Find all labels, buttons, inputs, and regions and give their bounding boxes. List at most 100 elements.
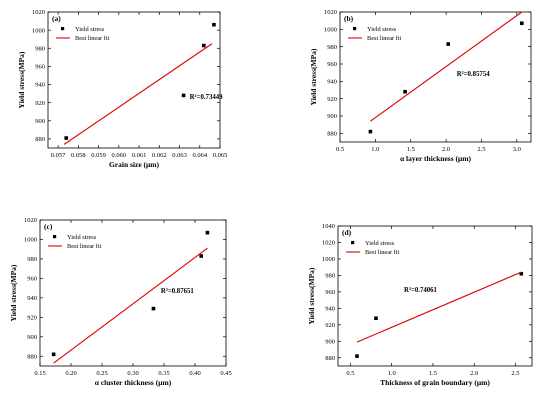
plot-frame — [337, 225, 533, 367]
y-tick-label: 880 — [325, 355, 335, 362]
panel-label: (c) — [44, 222, 53, 231]
x-tick-label: 2.5 — [477, 146, 485, 153]
data-point — [520, 21, 524, 26]
y-tick-label: 980 — [35, 45, 45, 52]
y-tick-label: 980 — [27, 256, 37, 263]
y-tick-label: 900 — [27, 334, 37, 341]
y-tick-label: 960 — [327, 61, 337, 68]
chart-panel-c: 0.15 0.20 0.25 0.30 0.35 0.40 0.45 880 900 920 940… — [9, 217, 232, 387]
x-tick-label: 0.35 — [158, 370, 169, 377]
data-point — [374, 316, 378, 321]
y-tick-label: 880 — [327, 131, 337, 138]
legend-swatch-point — [351, 241, 355, 245]
y-tick-label: 880 — [35, 136, 45, 143]
y-tick-label: 960 — [325, 289, 335, 296]
plot-frame — [339, 11, 532, 143]
y-tick-label: 1000 — [322, 256, 335, 263]
y-tick-label: 960 — [27, 276, 37, 283]
legend-entry: Best linear fit — [67, 243, 102, 250]
x-tick-label: 0.45 — [220, 370, 231, 377]
y-tick-label: 940 — [325, 306, 335, 313]
y-tick-label: 920 — [325, 322, 335, 329]
data-point — [368, 129, 373, 134]
y-axis-label: Yield stress(MPa) — [9, 264, 18, 321]
data-point — [212, 22, 216, 27]
chart-panel-a: 0.057 0.058 0.059 0.060 0.061 0.062 0.063 0.064… — [17, 9, 227, 169]
y-tick-label: 1020 — [32, 9, 45, 16]
legend-entry: Best linear fit — [365, 249, 400, 256]
panel-label: (d) — [342, 228, 352, 237]
y-tick-label: 980 — [325, 273, 335, 280]
data-point — [355, 354, 359, 358]
y-tick-label: 1020 — [322, 240, 335, 247]
chart-panel-b: 0.5 1.0 1.5 2.0 2.5 3.0 880 900 920 940 960 980 1000… — [309, 9, 532, 163]
x-tick-label: 1.0 — [371, 146, 379, 153]
y-tick-label: 900 — [327, 113, 337, 120]
x-axis-label: Thickness of grain boundary (μm) — [380, 378, 490, 387]
y-tick-label: 1000 — [32, 27, 45, 34]
y-tick-label: 940 — [35, 82, 45, 89]
legend-entry: Best linear fit — [75, 35, 110, 42]
y-tick-label: 1040 — [322, 223, 335, 230]
x-tick-label: 2.0 — [442, 146, 450, 153]
x-tick-label: 0.062 — [152, 152, 167, 159]
legend-swatch-point — [353, 27, 357, 31]
x-tick-label: 0.15 — [34, 370, 45, 377]
plot-frame — [39, 219, 227, 367]
data-point — [202, 43, 206, 48]
y-tick-label: 960 — [35, 64, 45, 71]
x-tick-label: 0.058 — [71, 152, 86, 159]
fit-line — [370, 11, 523, 122]
y-tick-label: 940 — [27, 295, 37, 302]
y-axis-label: Yield stress(MPa) — [309, 48, 318, 105]
x-axis-label: Grain size (μm) — [109, 160, 160, 169]
chart-panel-d: 0.5 1.0 1.5 2.0 2.5 880 900 920 940 960 980 1000 102… — [307, 223, 533, 387]
r-squared-annotation: R²=0.87651 — [161, 288, 195, 295]
data-point — [51, 352, 56, 357]
legend-swatch-point — [61, 27, 65, 31]
y-tick-label: 1020 — [24, 217, 37, 224]
y-tick-label: 900 — [325, 338, 335, 345]
fit-line — [63, 43, 213, 145]
legend-swatch-point — [53, 235, 57, 239]
y-axis-label: Yield stress(MPa) — [307, 267, 316, 324]
x-tick-label: 0.40 — [189, 370, 200, 377]
x-tick-label: 0.059 — [91, 152, 106, 159]
x-tick-label: 2.0 — [470, 370, 478, 377]
x-tick-label: 0.061 — [132, 152, 147, 159]
x-tick-label: 2.5 — [511, 370, 519, 377]
r-squared-annotation: R²=0.74061 — [404, 287, 438, 294]
x-tick-label: 0.5 — [336, 146, 344, 153]
y-tick-label: 880 — [27, 353, 37, 360]
x-tick-label: 0.065 — [213, 152, 228, 159]
data-point — [205, 230, 210, 235]
legend-entry: Yield stress — [365, 240, 395, 247]
y-tick-label: 900 — [35, 118, 45, 125]
data-point — [64, 136, 69, 140]
data-point — [199, 254, 203, 258]
r-squared-annotation: R²=0.85754 — [457, 71, 491, 78]
r-squared-annotation: R²=0.73449 — [190, 94, 224, 101]
data-point — [446, 42, 451, 46]
legend-entry: Best linear fit — [367, 35, 402, 42]
y-axis-label: Yield stress(MPa) — [17, 51, 26, 108]
data-point — [181, 93, 186, 98]
y-tick-label: 1000 — [24, 237, 37, 244]
panel-label: (a) — [52, 14, 61, 23]
x-axis-label: α cluster thickness (μm) — [95, 378, 172, 387]
y-tick-label: 940 — [327, 79, 337, 86]
y-tick-label: 920 — [35, 100, 45, 107]
x-tick-label: 0.30 — [127, 370, 138, 377]
x-tick-label: 3.0 — [513, 146, 521, 153]
x-tick-label: 0.25 — [96, 370, 107, 377]
x-tick-label: 0.20 — [65, 370, 76, 377]
data-point — [403, 89, 407, 94]
legend-entry: Yield stress — [67, 234, 97, 241]
x-tick-label: 1.0 — [388, 370, 396, 377]
fit-line — [53, 247, 208, 364]
legend-entry: Yield stress — [75, 26, 105, 33]
panel-label: (b) — [344, 14, 354, 23]
legend-entry: Yield stress — [367, 26, 397, 33]
x-tick-label: 0.063 — [172, 152, 187, 159]
